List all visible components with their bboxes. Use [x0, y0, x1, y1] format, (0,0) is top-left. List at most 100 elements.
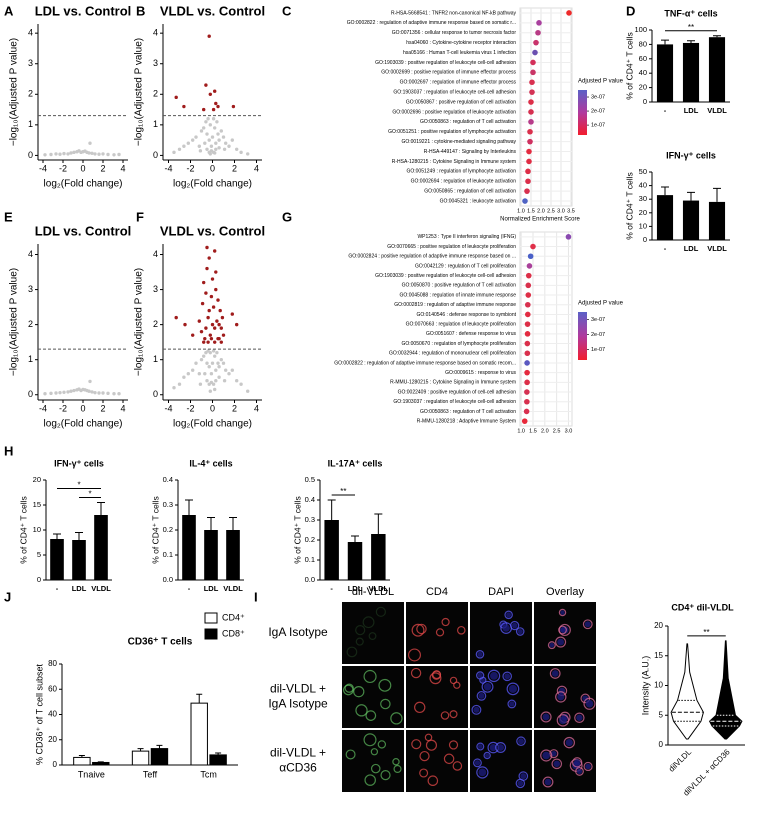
legend-swatch: [204, 628, 218, 640]
term-label: R-MMU-1280218 : Adaptive Immune System: [417, 418, 516, 424]
y-tick-label: 0.4: [305, 495, 315, 504]
point: [211, 107, 216, 112]
point: [214, 287, 218, 292]
significance-label: **: [340, 487, 346, 496]
cell: [549, 668, 561, 679]
y-tick-label: 4: [28, 249, 33, 259]
dot: [525, 311, 531, 318]
point: [213, 387, 217, 392]
error-bar: [687, 191, 695, 201]
bar: [708, 201, 726, 240]
point: [58, 152, 62, 156]
term-label: R-HSA-449147 : Signaling by Interleukins: [424, 149, 517, 155]
cell: [363, 733, 377, 747]
y-tick-label: 4: [153, 28, 158, 38]
point: [198, 382, 203, 386]
error-bar: [229, 517, 237, 530]
y-tick-label: 20: [33, 475, 41, 484]
bar: [656, 195, 674, 240]
term-label: GO:0002694 : regulation of leukocyte act…: [411, 179, 517, 185]
y-tick-label: 80: [48, 659, 57, 668]
bar: [92, 761, 110, 766]
y-tick-label: 0.4: [163, 475, 173, 484]
cell: [540, 749, 553, 762]
cell: [429, 672, 442, 685]
chart-title: IFN-γ⁺ cells: [666, 150, 716, 160]
cell: [483, 751, 491, 760]
term-label: GO:0050670 : regulation of lymphocyte pr…: [401, 341, 516, 347]
y-axis-label: −log₁₀(Adjusted P value): [134, 38, 145, 146]
cell: [362, 616, 375, 629]
point: [216, 298, 220, 302]
y-tick-label: 2: [153, 319, 158, 329]
point: [217, 322, 221, 327]
nucleus: [573, 759, 581, 766]
x-tick-label: 0: [80, 403, 85, 413]
y-tick-label: 3: [28, 284, 33, 294]
point: [87, 151, 91, 155]
point: [209, 336, 214, 341]
point: [221, 135, 226, 139]
point: [206, 340, 210, 344]
point: [182, 104, 186, 109]
x-tick-label: LDL: [684, 244, 699, 253]
panel-letter: F: [136, 209, 144, 224]
cell: [355, 704, 368, 717]
y-tick-label: 0: [53, 760, 58, 769]
y-tick-label: 2: [153, 89, 158, 99]
panel-letter: J: [4, 589, 11, 604]
panel-letter: C: [282, 3, 292, 18]
dot: [526, 148, 532, 155]
significance-label: *: [88, 490, 91, 499]
y-tick-label: 0: [643, 97, 647, 106]
x-axis-label: log₂(Fold change): [173, 179, 252, 190]
chart-title: LDL vs. Control: [35, 223, 132, 238]
nucleus: [490, 671, 498, 680]
error-bar: [327, 499, 336, 520]
point: [43, 153, 47, 157]
point: [207, 364, 211, 369]
cell: [515, 627, 525, 636]
error-bar: [185, 499, 193, 515]
y-tick-label: 15: [654, 651, 663, 660]
nucleus: [553, 760, 561, 768]
x-tick-label: 4: [254, 403, 259, 413]
bar: [131, 750, 150, 766]
term-label: GO:0022409 : positive regulation of cell…: [398, 389, 517, 395]
error-bar: [53, 533, 61, 539]
point: [204, 291, 208, 295]
point: [88, 141, 92, 145]
x-tick-label: 2: [232, 163, 237, 173]
column-label: dil-VLDL: [352, 586, 394, 598]
point: [213, 340, 217, 344]
x-tick-label: 1.0: [517, 428, 525, 434]
y-tick-label: 40: [639, 68, 647, 77]
point: [204, 83, 208, 87]
term-label: GO:0045088 : regulation of innate immune…: [400, 292, 517, 298]
nucleus: [544, 778, 552, 786]
bar: [209, 754, 227, 766]
nucleus: [497, 744, 505, 751]
term-label: GO:1903039 : positive regulation of leuk…: [375, 273, 516, 279]
point: [216, 336, 220, 341]
point: [194, 361, 198, 365]
point: [205, 132, 209, 136]
term-label: GO:0050870 : positive regulation of T ce…: [402, 283, 517, 289]
x-tick-label: 2.0: [537, 208, 545, 214]
error-bar: [196, 693, 203, 704]
bar: [371, 534, 386, 580]
dot: [521, 418, 528, 424]
bar: [324, 520, 339, 580]
point: [49, 152, 53, 157]
point: [90, 390, 94, 394]
point: [106, 391, 110, 396]
cell: [555, 636, 567, 648]
cell: [558, 608, 567, 617]
cell: [355, 625, 366, 636]
point: [203, 372, 207, 376]
x-tick-label: 4: [254, 163, 259, 173]
point: [197, 372, 201, 376]
point: [93, 390, 97, 395]
point: [62, 390, 66, 394]
y-tick-label: 0.5: [305, 475, 315, 484]
